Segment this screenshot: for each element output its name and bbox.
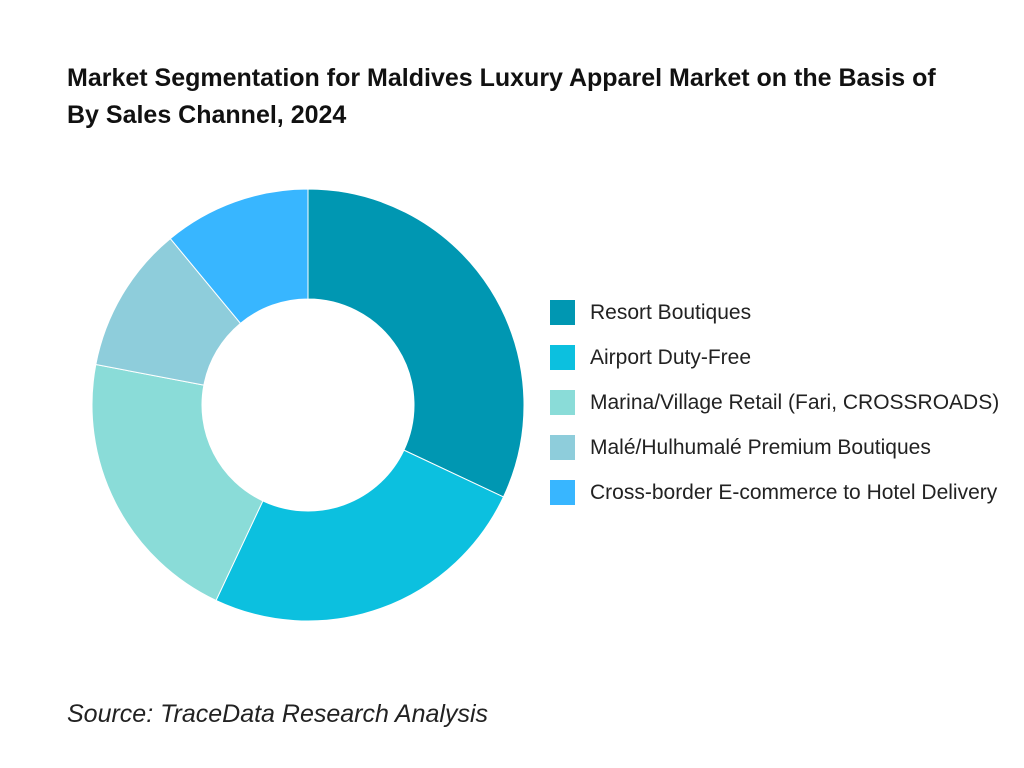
legend-label: Cross-border E-commerce to Hotel Deliver… [590,481,998,504]
donut-slice-1 [307,188,525,498]
source-note: Source: TraceData Research Analysis [67,700,489,728]
legend-label: Marina/Village Retail (Fari, CROSSROADS) [590,391,1000,414]
legend-swatch [550,390,575,415]
legend-item: Cross-border E-commerce to Hotel Deliver… [550,476,1010,509]
legend-item: Malé/Hulhumalé Premium Boutiques [550,431,1010,464]
legend-label: Malé/Hulhumalé Premium Boutiques [590,436,931,459]
donut-slice-5 [169,188,309,325]
legend-item: Resort Boutiques [550,296,1010,329]
donut-slice-2 [215,449,505,622]
legend-item: Airport Duty-Free [550,341,1010,374]
legend-item: Marina/Village Retail (Fari, CROSSROADS) [550,386,1010,419]
donut-slice-3 [91,363,264,602]
legend-label: Resort Boutiques [590,301,752,324]
legend-swatch [550,345,575,370]
legend: Resort Boutiques Airport Duty-Free Marina/… [550,296,1010,521]
legend-label: Airport Duty-Free [590,346,752,369]
legend-swatch [550,300,575,325]
legend-swatch [550,435,575,460]
chart-title: Market Segmentation for Maldives Luxury … [67,64,936,129]
legend-swatch [550,480,575,505]
